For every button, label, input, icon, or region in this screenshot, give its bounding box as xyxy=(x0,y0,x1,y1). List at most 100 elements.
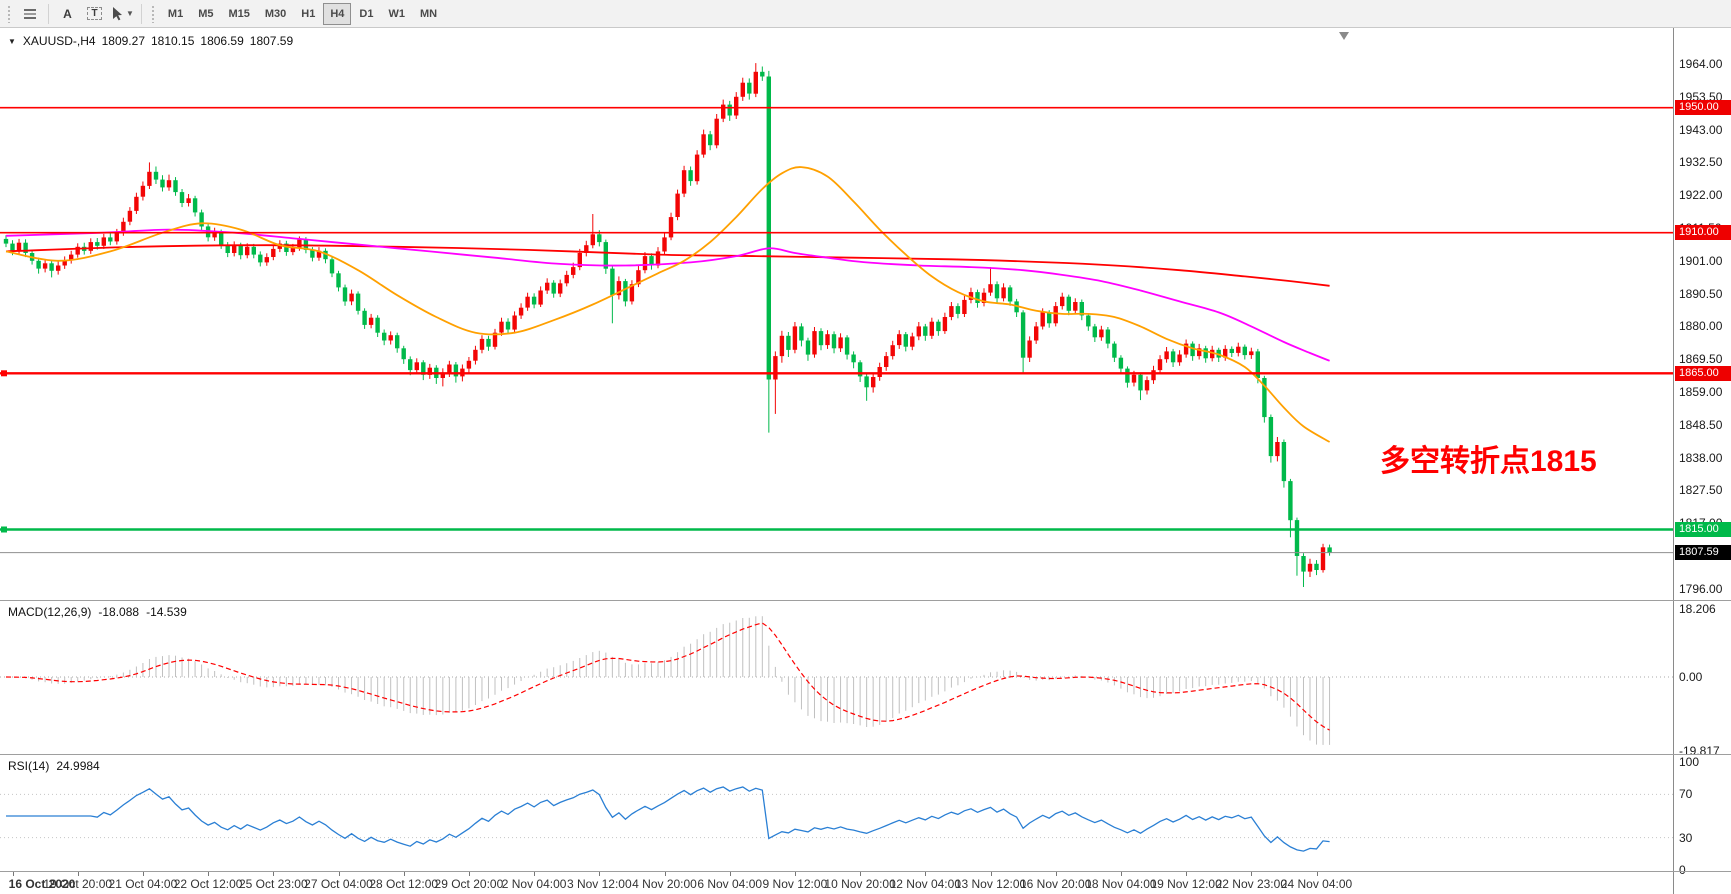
time-axis-tick xyxy=(664,872,666,876)
timeframe-button-m15[interactable]: M15 xyxy=(221,3,256,25)
price-chart-pane[interactable]: ▼ XAUUSD-,H4 1809.27 1810.15 1806.59 180… xyxy=(0,28,1673,600)
time-axis-label: 19 Nov 12:00 xyxy=(1150,877,1222,891)
price-scale[interactable]: 1964.001953.501943.001932.501922.001911.… xyxy=(1673,28,1731,894)
text-label-button[interactable]: T xyxy=(82,2,107,25)
price-scale-tick: 1943.00 xyxy=(1679,122,1723,137)
time-axis-label: 21 Oct 04:00 xyxy=(108,877,178,891)
time-axis-tick xyxy=(794,872,796,876)
time-axis-label: 18 Nov 04:00 xyxy=(1085,877,1157,891)
toolbar: A T ▼ M1 M5 M15 M30 H1 H4 D1 W1 MN xyxy=(0,0,1731,28)
timeframe-button-d1[interactable]: D1 xyxy=(352,3,380,25)
price-scale-tick: 1859.00 xyxy=(1679,385,1723,400)
time-axis-label: 16 Oct 2020 xyxy=(8,877,76,891)
time-axis-tick xyxy=(208,872,210,876)
pane-separator[interactable] xyxy=(0,754,1731,755)
time-axis-label: 29 Oct 20:00 xyxy=(434,877,504,891)
timeframe-button-w1[interactable]: W1 xyxy=(381,3,412,25)
rsi-canvas[interactable] xyxy=(0,755,1673,871)
rsi-scale-tick: 70 xyxy=(1679,787,1693,802)
toolbar-grip[interactable] xyxy=(7,4,12,23)
timeframe-button-m1[interactable]: M1 xyxy=(161,3,190,25)
rsi-label: RSI(14) 24.9984 xyxy=(8,759,100,773)
rsi-scale-tick: 100 xyxy=(1679,755,1700,769)
time-axis[interactable]: 16 Oct 2020 19 Oct 20:00 21 Oct 04:00 22 Oc… xyxy=(0,872,1731,894)
time-axis-tick xyxy=(990,872,992,876)
timeframe-toolbar: M1 M5 M15 M30 H1 H4 D1 W1 MN xyxy=(161,2,444,25)
time-axis-label: 24 Nov 04:00 xyxy=(1280,877,1353,891)
time-axis-tick xyxy=(273,872,275,876)
time-axis-tick xyxy=(599,872,601,876)
text-annotation-button[interactable]: A xyxy=(55,2,80,25)
ohlc-low: 1806.59 xyxy=(200,34,244,48)
chart-shift-marker xyxy=(1339,32,1349,40)
chart-bars-icon xyxy=(23,8,36,19)
macd-pane[interactable]: MACD(12,26,9) -18.088 -14.539 xyxy=(0,601,1673,754)
timeframe-button-mn[interactable]: MN xyxy=(413,3,444,25)
time-axis-label: 27 Oct 04:00 xyxy=(304,877,373,891)
price-badge-1815: 1815.00 xyxy=(1675,521,1731,537)
annotation-text[interactable]: 多空转折点1815 xyxy=(1380,445,1597,478)
time-axis-tick xyxy=(403,872,405,876)
price-chart-canvas[interactable] xyxy=(0,28,1673,600)
pane-separator[interactable] xyxy=(0,600,1731,601)
price-scale-tick: 1827.50 xyxy=(1679,483,1723,498)
time-axis-tick xyxy=(12,872,14,876)
price-scale-tick: 1890.50 xyxy=(1679,286,1723,301)
price-scale-tick: 1838.00 xyxy=(1679,450,1723,465)
pane-separator xyxy=(0,871,1731,872)
dropdown-caret-icon: ▼ xyxy=(126,9,134,18)
timeframe-button-m5[interactable]: M5 xyxy=(191,3,220,25)
timeframe-button-h1[interactable]: H1 xyxy=(294,3,322,25)
rsi-scale-tick: 0 xyxy=(1679,863,1686,877)
rsi-scale-tick: 30 xyxy=(1679,830,1693,845)
toolbar-grip[interactable] xyxy=(150,4,156,23)
time-axis-tick xyxy=(338,872,340,876)
price-badge-1865: 1865.00 xyxy=(1675,365,1731,381)
time-axis-tick xyxy=(468,872,470,876)
ohlc-open: 1809.27 xyxy=(101,34,145,48)
price-badge-1950: 1950.00 xyxy=(1675,100,1731,116)
cursor-icon xyxy=(113,7,122,21)
ohlc-close: 1807.59 xyxy=(249,34,294,48)
time-axis-label: 13 Nov 12:00 xyxy=(954,877,1027,891)
rsi-indicator-name: RSI(14) xyxy=(8,759,50,773)
time-axis-label: 6 Nov 04:00 xyxy=(697,877,763,891)
price-scale-tick: 1848.50 xyxy=(1679,417,1723,432)
time-axis-label: 4 Nov 20:00 xyxy=(632,877,697,891)
time-axis-tick xyxy=(860,872,862,876)
macd-label: MACD(12,26,9) -18.088 -14.539 xyxy=(8,605,187,619)
chart-info-line: ▼ XAUUSD-,H4 1809.27 1810.15 1806.59 180… xyxy=(8,34,293,48)
time-axis-tick xyxy=(925,872,927,876)
current-price-badge: 1807.59 xyxy=(1675,545,1731,561)
rsi-pane[interactable]: RSI(14) 24.9984 xyxy=(0,755,1673,871)
price-scale-tick: 1932.50 xyxy=(1679,155,1723,170)
time-axis-label: 22 Nov 23:00 xyxy=(1215,877,1287,891)
macd-scale-tick: 0.00 xyxy=(1679,669,1703,684)
ohlc-high: 1810.15 xyxy=(151,34,195,48)
macd-indicator-name: MACD(12,26,9) xyxy=(8,605,92,619)
time-axis-tick xyxy=(77,872,79,876)
price-scale-tick: 1922.00 xyxy=(1679,188,1723,203)
price-scale-tick: 1869.50 xyxy=(1679,352,1723,367)
price-scale-tick: 1880.00 xyxy=(1679,319,1723,334)
macd-signal-value: -14.539 xyxy=(146,605,187,619)
time-axis-tick xyxy=(1120,872,1122,876)
macd-canvas[interactable] xyxy=(0,601,1673,754)
cursor-tool-button[interactable]: ▼ xyxy=(109,2,135,25)
time-axis-tick xyxy=(1186,872,1188,876)
time-axis-tick xyxy=(729,872,731,876)
symbol-period-label: XAUUSD-,H4 xyxy=(22,34,96,48)
charts-toolbar-button[interactable] xyxy=(17,2,42,25)
time-axis-tick xyxy=(1055,872,1057,876)
price-scale-tick: 1901.00 xyxy=(1679,253,1723,268)
macd-main-value: -18.088 xyxy=(98,605,140,619)
one-click-trading-arrow-icon[interactable]: ▼ xyxy=(8,36,16,46)
price-scale-tick: 1796.00 xyxy=(1679,581,1723,596)
time-axis-label: 10 Nov 20:00 xyxy=(824,877,896,891)
timeframe-button-m30[interactable]: M30 xyxy=(258,3,293,25)
timeframe-button-h4[interactable]: H4 xyxy=(323,2,352,25)
time-axis-label: 28 Oct 12:00 xyxy=(369,877,439,891)
price-scale-tick: 1964.00 xyxy=(1679,57,1723,71)
time-axis-label: 12 Nov 04:00 xyxy=(889,877,961,891)
